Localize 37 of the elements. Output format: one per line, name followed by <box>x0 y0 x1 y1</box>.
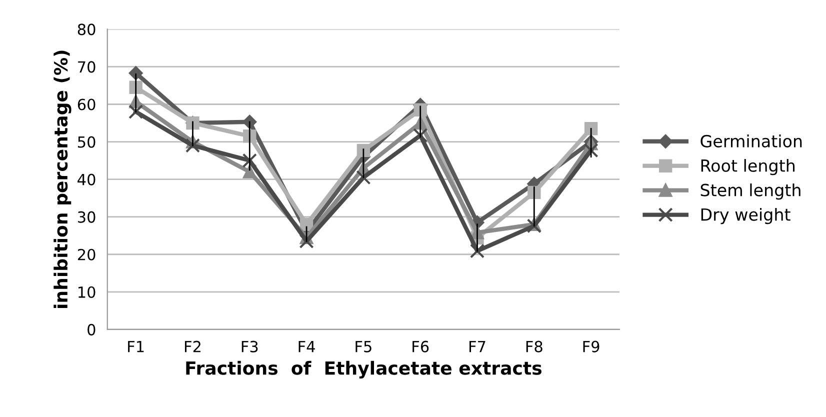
x-tick-label: F7 <box>469 341 486 352</box>
point <box>356 170 371 185</box>
y-tick-label: 0 <box>88 324 96 336</box>
x-tick-label: F3 <box>242 340 258 352</box>
point <box>413 128 428 143</box>
y-axis-title: inhibition percentage (%) <box>54 50 72 308</box>
legend-label: Root length <box>701 159 795 176</box>
x-tick-label: F1 <box>128 341 144 352</box>
point <box>300 218 314 231</box>
point <box>242 153 257 168</box>
point <box>128 104 144 120</box>
legend-label: Stem length <box>700 183 800 200</box>
point <box>584 122 598 136</box>
x-tick-label: F8 <box>526 340 542 352</box>
x-tick-label: F2 <box>184 340 200 352</box>
point <box>526 218 542 234</box>
point <box>470 244 485 258</box>
x-tick-label: F5 <box>356 341 372 352</box>
x-tick-label: F4 <box>298 341 315 352</box>
y-tick-label: 10 <box>78 286 96 298</box>
point <box>299 234 314 249</box>
legend-label: Dry weight <box>701 208 790 224</box>
x-tick-label: F9 <box>583 340 600 352</box>
legend-label: Germination <box>700 134 802 148</box>
y-tick-label: 30 <box>78 211 96 223</box>
point <box>185 138 200 153</box>
y-tick-label: 60 <box>78 98 96 110</box>
point <box>243 165 256 178</box>
point <box>356 144 370 158</box>
y-tick-label: 20 <box>78 248 96 260</box>
y-tick-label: 70 <box>78 61 96 73</box>
point <box>584 143 598 158</box>
x-tick-label: F6 <box>412 340 429 352</box>
y-tick-label: 40 <box>78 174 96 186</box>
y-tick-label: 50 <box>78 136 96 148</box>
y-tick-label: 80 <box>78 24 96 36</box>
x-axis-title: Fractions of Ethylacetate extracts <box>186 360 542 378</box>
